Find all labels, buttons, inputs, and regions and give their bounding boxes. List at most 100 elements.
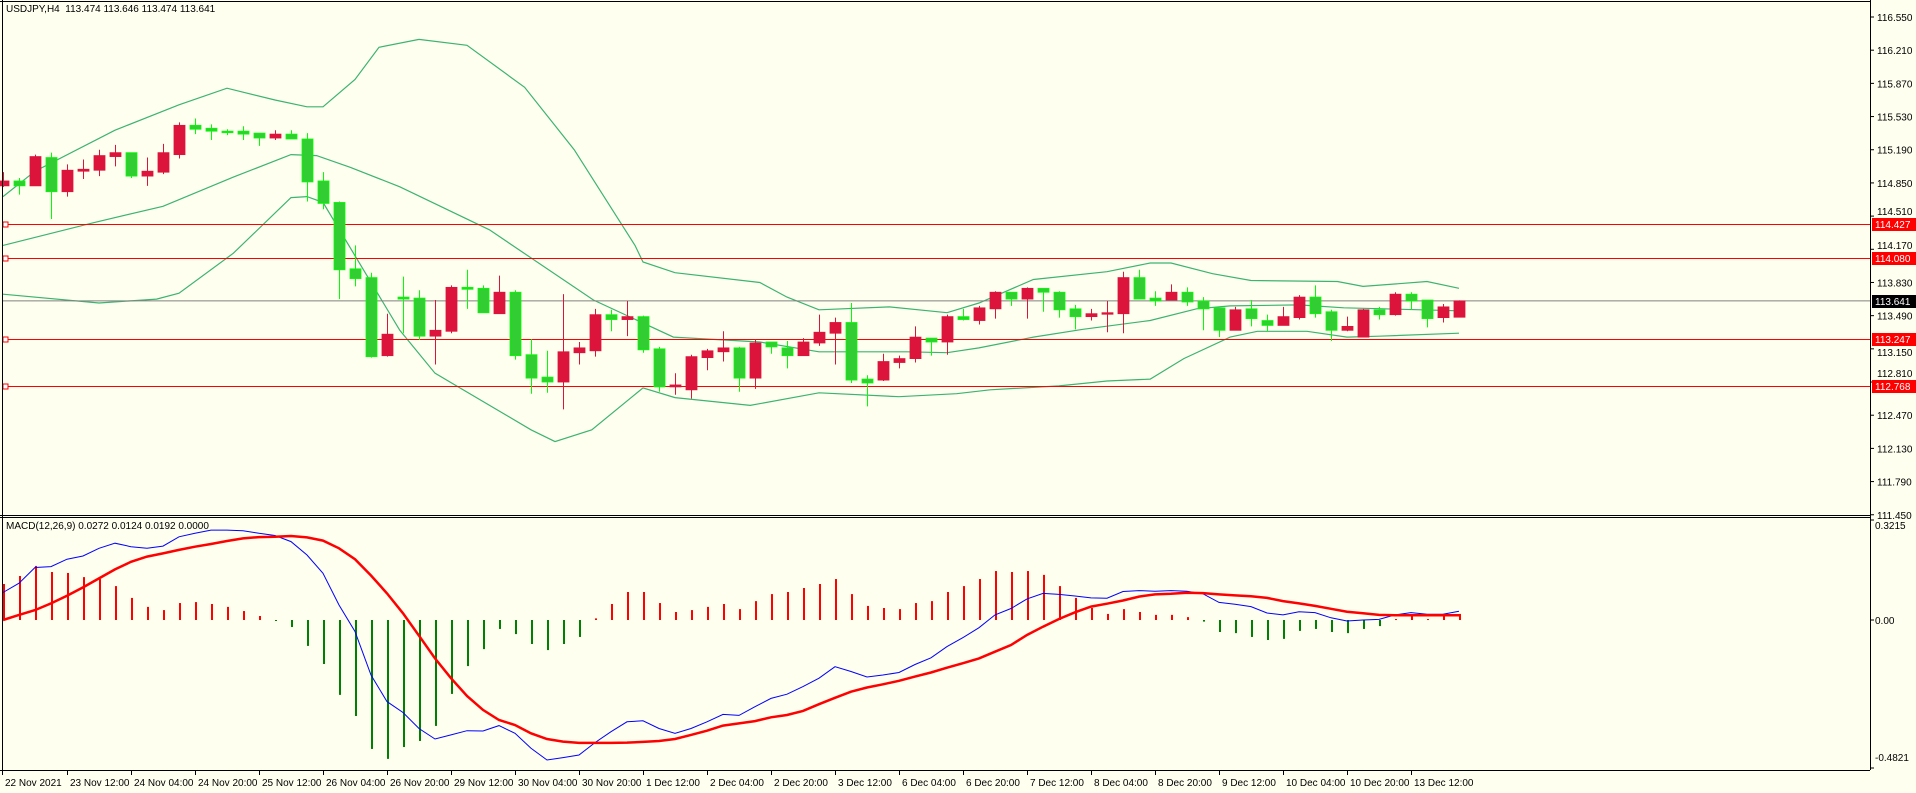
bear-candle-body: [189, 124, 202, 130]
level-anchor-handle[interactable]: [2, 336, 9, 343]
candle: [461, 269, 474, 309]
candle: [1133, 269, 1146, 300]
macd-histogram-bar: [131, 597, 133, 620]
candle: [61, 164, 74, 197]
bear-candle-body: [1373, 309, 1386, 316]
bear-candle-body: [285, 133, 298, 140]
bull-candle-body: [173, 124, 186, 156]
price-tick-label: 116.210: [1877, 46, 1913, 57]
macd-histogram-bar: [739, 609, 741, 620]
bear-candle-body: [733, 347, 746, 379]
candle: [269, 130, 282, 140]
level-anchor-handle[interactable]: [2, 221, 9, 228]
level-price-badge: [1872, 252, 1916, 265]
bear-candle-body: [845, 322, 858, 381]
candle: [301, 133, 314, 202]
level-anchor-handle[interactable]: [2, 255, 9, 262]
bull-candle-body: [1101, 312, 1114, 315]
candle: [221, 129, 234, 136]
bull-candle-body: [77, 168, 90, 172]
candle: [477, 285, 490, 314]
macd-histogram-bar: [1267, 620, 1269, 640]
candle: [1005, 291, 1018, 306]
bull-candle-body: [0, 180, 10, 187]
macd-histogram-bar: [435, 620, 437, 726]
bull-candle-body: [429, 329, 442, 337]
bull-candle-body: [909, 336, 922, 359]
macd-histogram-bar: [195, 602, 197, 620]
bull-candle-body: [1389, 293, 1402, 316]
candle: [381, 313, 394, 357]
price-panel[interactable]: [0, 38, 1870, 443]
candle: [205, 124, 218, 140]
level-anchor-handle[interactable]: [2, 383, 9, 390]
candle: [93, 149, 106, 177]
bull-candle-body: [381, 333, 394, 357]
bear-candle-body: [1245, 308, 1258, 319]
macd-histogram-bar: [579, 620, 581, 637]
bear-candle-body: [1405, 293, 1418, 302]
macd-panel[interactable]: [2, 529, 1461, 761]
candle: [253, 132, 266, 146]
candle: [189, 118, 202, 135]
candle: [1437, 303, 1450, 323]
bear-candle-body: [1197, 300, 1210, 310]
bear-candle-body: [637, 316, 650, 351]
bull-candle-body: [1085, 313, 1098, 318]
macd-histogram-bar: [1123, 609, 1125, 620]
bull-candle-body: [1117, 277, 1130, 315]
level-price-label: 114.427: [1875, 220, 1911, 231]
candle: [1229, 306, 1242, 331]
bull-candle-body: [557, 351, 570, 383]
macd-histogram-bar: [467, 620, 469, 667]
macd-histogram-bar: [19, 576, 21, 620]
macd-histogram-bar: [387, 620, 389, 759]
bull-candle-body: [157, 152, 170, 173]
candle: [365, 272, 378, 358]
candle: [173, 122, 186, 159]
bear-candle-body: [301, 138, 314, 183]
price-tick-label: 116.550: [1877, 13, 1913, 24]
bear-candle-body: [253, 132, 266, 139]
macd-histogram-bar: [531, 620, 533, 644]
candle: [989, 291, 1002, 319]
candle: [717, 331, 730, 362]
macd-histogram-bar: [211, 604, 213, 620]
candle: [877, 353, 890, 382]
time-tick-label: 6 Dec 20:00: [966, 778, 1020, 789]
bear-candle-body: [509, 291, 522, 357]
candle: [77, 159, 90, 180]
bull-candle-body: [1341, 325, 1354, 331]
bull-candle-body: [109, 152, 122, 157]
macd-histogram-bar: [1443, 616, 1445, 620]
bull-candle-body: [973, 307, 986, 321]
bear-candle-body: [413, 297, 426, 337]
price-tick-label: 111.450: [1877, 511, 1912, 522]
macd-histogram-bar: [931, 601, 933, 620]
macd-histogram-bar: [339, 620, 341, 695]
price-tick-label: 114.510: [1877, 207, 1913, 218]
macd-histogram-bar: [787, 592, 789, 620]
candle: [1101, 301, 1114, 333]
candle: [1373, 306, 1386, 320]
time-tick-label: 23 Nov 12:00: [70, 778, 130, 789]
candle: [829, 317, 842, 365]
bull-candle-body: [141, 170, 154, 177]
macd-histogram-bar: [915, 603, 917, 620]
macd-histogram-bar: [419, 620, 421, 741]
time-tick-label: 13 Dec 12:00: [1414, 778, 1474, 789]
candle: [1277, 306, 1290, 326]
candle: [573, 342, 586, 365]
macd-histogram-bar: [115, 586, 117, 620]
bear-candle-body: [653, 348, 666, 388]
bear-candle-body: [1325, 311, 1338, 331]
time-tick-label: 8 Dec 04:00: [1094, 778, 1148, 789]
macd-histogram-bar: [1187, 617, 1189, 620]
level-price-badge: [1872, 333, 1916, 346]
price-tick-label: 113.830: [1877, 278, 1913, 289]
time-tick-label: 3 Dec 12:00: [838, 778, 892, 789]
bull-candle-body: [813, 331, 826, 344]
candle: [797, 338, 810, 357]
macd-histogram-bar: [499, 620, 501, 629]
